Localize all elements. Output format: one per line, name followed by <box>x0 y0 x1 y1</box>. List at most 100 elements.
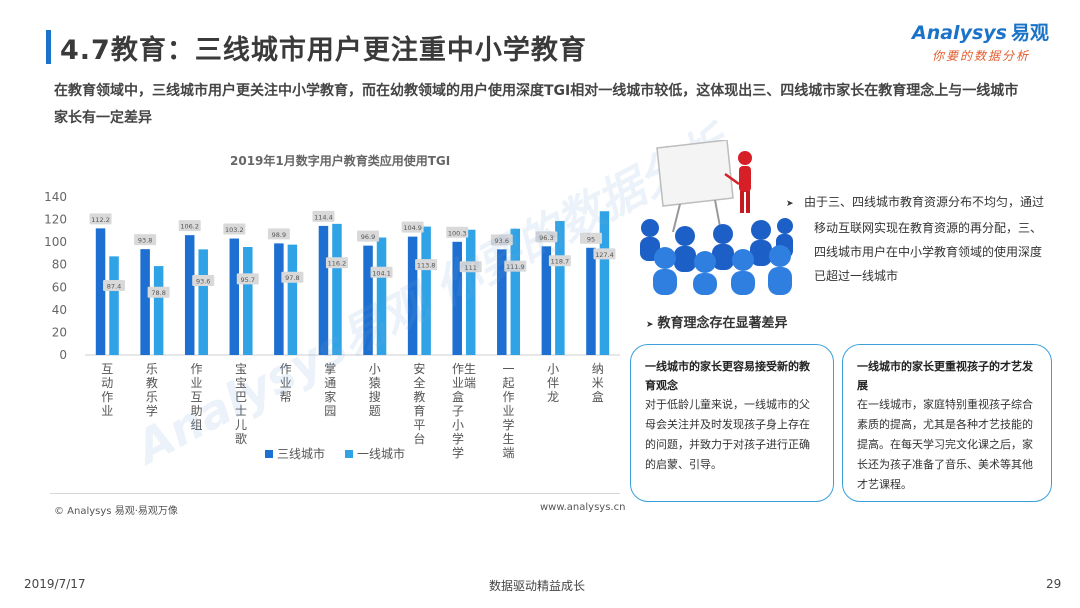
x-tick-label-char: 通 <box>324 376 336 390</box>
insight-point-1-text: 由于三、四线城市教育资源分布不均匀，通过移动互联网实现在教育资源的再分配，三、四… <box>804 195 1045 283</box>
source-copyright: © Analysys 易观·易观万像 <box>54 506 178 517</box>
bar-tier1 <box>109 256 119 355</box>
data-label-bg <box>223 223 246 235</box>
x-tick-label-char: 业 <box>101 404 113 418</box>
bar-tier1 <box>465 229 476 355</box>
bar-tier3 <box>95 228 106 355</box>
x-tick-label-char: 作 <box>190 362 202 376</box>
bar-tier1 <box>376 237 387 355</box>
insight-box-right-head: 一线城市的家长更重视孩子的才艺发展 <box>857 360 1033 392</box>
tgi-bar-chart-svg: 020406080100120140112.287.4互动作业93.878.8乐… <box>44 190 620 461</box>
x-tick-label-char: 家 <box>324 389 336 404</box>
data-label-bg <box>490 234 513 246</box>
x-tick-label-char: 业 <box>280 376 292 390</box>
data-label-bg <box>267 228 290 240</box>
teacher-audience-illustration <box>640 140 793 295</box>
bar-tier1 <box>198 249 208 355</box>
x-tick-label-char: 业 <box>190 376 202 390</box>
legend-swatch-tier1 <box>345 450 353 458</box>
data-label-tier3: 96.3 <box>539 234 553 242</box>
data-label-tier3: 114.4 <box>314 213 333 221</box>
arrow-bullet-icon: ➤ <box>646 320 654 330</box>
data-label-bg <box>134 234 157 246</box>
bar-tier1 <box>287 244 298 355</box>
x-tick-label-char: 教 <box>413 389 425 404</box>
data-label-tier1: 97.8 <box>285 274 299 282</box>
x-tick-label-char: 台 <box>413 431 425 446</box>
x-tick-label-char: 帮 <box>280 390 292 404</box>
data-label-bg <box>504 260 527 272</box>
data-label-tier1: 113.8 <box>417 262 436 270</box>
x-tick-label-char: 全 <box>413 375 425 390</box>
x-tick-label-char: 小 <box>547 362 559 376</box>
x-tick-label-char: 子 <box>452 404 464 418</box>
bar-tier3 <box>541 246 552 355</box>
data-label-tier1: 116.2 <box>328 260 347 268</box>
x-tick-label-char: 生 <box>464 362 476 376</box>
y-tick-label: 20 <box>52 325 67 339</box>
insight-point-2-text: 教育理念存在显著差异 <box>657 316 788 331</box>
data-label-tier3: 100.3 <box>448 229 467 237</box>
x-tick-label-char: 米 <box>592 376 604 390</box>
bar-tier3 <box>140 249 150 355</box>
x-tick-label-char: 端 <box>503 446 515 460</box>
title-accent-bar <box>46 30 51 64</box>
footer-slogan: 数据驱动精益成长 <box>489 579 586 593</box>
data-label-tier3: 95 <box>587 235 595 243</box>
data-label-tier3: 103.2 <box>225 226 244 234</box>
data-label-tier1: 118.7 <box>551 258 570 266</box>
x-tick-label-char: 育 <box>413 403 425 418</box>
data-label-tier1: 95.7 <box>241 276 255 284</box>
x-tick-label-char: 猿 <box>369 375 381 390</box>
data-label-tier3: 104.9 <box>403 224 422 232</box>
bar-tier1 <box>555 221 565 355</box>
data-label-bg <box>103 279 126 291</box>
x-tick-label-char: 宝 <box>235 376 247 390</box>
x-tick-label-char: 搜 <box>369 389 381 404</box>
x-tick-label-char: 宝 <box>235 362 247 376</box>
data-label-tier1: 78.8 <box>151 289 165 297</box>
data-label-bg <box>325 257 348 269</box>
bar-tier1 <box>243 246 253 355</box>
footer-date: 2019/7/17 <box>24 577 86 591</box>
analysys-logo: Analysys 易观 你要的数据分析 <box>912 18 1052 68</box>
x-tick-label-char: 题 <box>369 404 381 418</box>
data-label-bg <box>236 273 259 285</box>
x-tick-label-char: 教 <box>146 375 158 390</box>
data-label-bg <box>370 266 393 278</box>
data-label-tier1: 93.6 <box>196 278 210 286</box>
bar-tier1 <box>153 266 164 355</box>
y-tick-label: 60 <box>52 280 67 294</box>
x-tick-label-char: 歌 <box>235 431 247 446</box>
data-label-bg <box>459 261 482 273</box>
x-tick-label-char: 业 <box>503 404 515 418</box>
insight-box-right-body: 在一线城市，家庭特别重视孩子综合素质的提高，尤其是各种才艺技能的提高。在每天学习… <box>857 398 1033 491</box>
insight-box-left-head: 一线城市的家长更容易接受新的教育观念 <box>645 360 810 392</box>
x-tick-label-char: 动 <box>101 376 113 390</box>
bar-tier3 <box>586 247 596 355</box>
data-label-bg <box>147 286 170 298</box>
legend-label-tier3: 三线城市 <box>277 446 325 461</box>
bar-tier3 <box>184 235 195 355</box>
x-tick-label-char: 起 <box>503 376 515 390</box>
insight-point-1: ➤ 由于三、四线城市教育资源分布不均匀，通过移动互联网实现在教育资源的再分配，三、… <box>786 195 1045 283</box>
data-label-bg <box>579 232 602 244</box>
y-tick-label: 80 <box>52 258 67 272</box>
x-tick-label-char: 学 <box>503 417 515 432</box>
x-tick-label-char: 安 <box>413 361 425 376</box>
logo-brand: Analysys <box>912 22 1007 44</box>
bar-tier1 <box>510 228 521 355</box>
x-tick-label-char: 组 <box>190 418 202 432</box>
data-label-bg <box>415 259 438 271</box>
x-tick-label-char: 生 <box>503 432 515 446</box>
legend-swatch-tier3 <box>265 450 273 458</box>
x-tick-label-char: 平 <box>413 418 425 432</box>
x-tick-label-char: 乐 <box>146 390 158 404</box>
x-tick-label-char: 盒 <box>592 389 604 404</box>
y-tick-label: 0 <box>59 348 67 362</box>
data-label-bg <box>593 248 616 260</box>
logo-slogan: 你要的数据分析 <box>932 49 1031 63</box>
bar-tier3 <box>407 236 418 355</box>
data-label-bg <box>281 271 304 283</box>
data-label-bg <box>357 230 380 242</box>
